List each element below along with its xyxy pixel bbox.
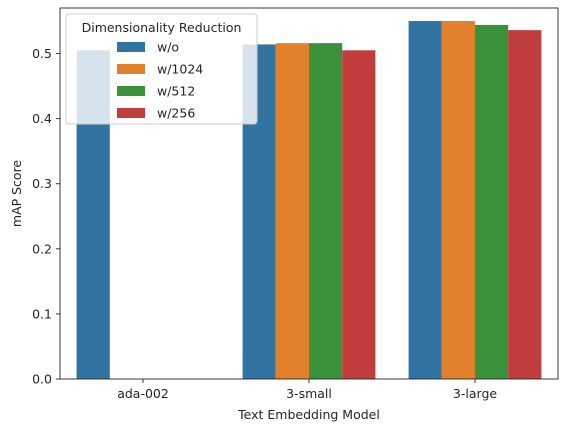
x-axis-label: Text Embedding Model (237, 407, 380, 422)
legend-entry-label: w/1024 (157, 62, 203, 77)
legend-swatch (117, 108, 145, 118)
bar-3-small-w/512 (309, 43, 343, 379)
legend-entry-label: w/512 (157, 84, 195, 99)
y-tick-label: 0.4 (32, 111, 52, 126)
legend-box (65, 13, 258, 125)
ticks-layer: 0.0 0.1 0.2 0.3 0.4 0.5 ada-002 3-small 3-large (32, 46, 497, 401)
y-tick-label: 0.3 (32, 176, 52, 191)
legend-swatch (117, 64, 145, 74)
y-tick-label: 0.0 (32, 372, 52, 387)
bar-3-large-w/512 (475, 24, 509, 379)
legend-swatch (117, 42, 145, 52)
y-tick-label: 0.1 (32, 306, 52, 321)
legend-entry-label: w/256 (157, 106, 195, 121)
y-axis-label: mAP Score (9, 160, 24, 228)
bar-3-small-w/1024 (275, 43, 309, 379)
x-tick-label: 3-small (286, 386, 332, 401)
legend-entry-label: w/o (157, 40, 179, 55)
x-tick-label: 3-large (453, 386, 497, 401)
y-tick-label: 0.5 (32, 46, 52, 61)
bar-3-small-w/256 (342, 50, 376, 380)
legend: Dimensionality Reduction w/ow/1024w/512w… (65, 13, 258, 125)
bar-3-large-w/256 (508, 30, 542, 380)
legend-items: w/o w/1024 w/512 w/256 (117, 40, 203, 121)
x-tick-label: ada-002 (117, 386, 169, 401)
legend-swatch (117, 86, 145, 96)
y-tick-label: 0.2 (32, 241, 52, 256)
bar-3-large-w/1024 (441, 21, 475, 379)
legend-title: Dimensionality Reduction (82, 20, 242, 35)
bars-layer (76, 21, 542, 380)
bar-3-large-w/o (408, 21, 442, 379)
